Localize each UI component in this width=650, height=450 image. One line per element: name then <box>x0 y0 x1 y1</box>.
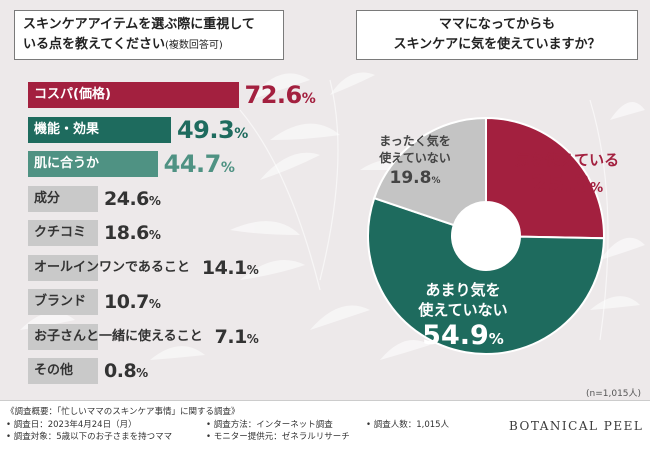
sample-size: (n=1,015人) <box>586 389 642 399</box>
bar-category-label: 成分 <box>34 190 61 206</box>
bar <box>28 220 98 246</box>
donut-slice-category: 気を使えている <box>514 151 620 169</box>
bar-value-label: 24.6% <box>104 187 161 210</box>
left-title-line1: スキンケアアイテムを選ぶ際に重視して <box>23 17 255 32</box>
donut-slice-category: 使えていない <box>379 151 451 165</box>
bar-category-label: 肌に合うか <box>34 156 100 171</box>
bar-value-label: 0.8% <box>104 360 148 382</box>
bar <box>28 185 98 212</box>
bar <box>28 358 98 384</box>
bar-category-label: お子さんと一緒に使えること <box>34 328 203 344</box>
survey-count: • 調査人数：1,015人 <box>366 420 450 430</box>
brand-logo: BOTANICAL PEEL <box>509 419 644 433</box>
left-title-line2: いる点を教えてください(複数回答可) <box>23 35 275 56</box>
bar-row: その他 0.8% <box>28 358 328 384</box>
bar <box>28 82 239 108</box>
survey-method: • 調査方法：インターネット調査 <box>206 420 333 430</box>
bar-value-label: 44.7% <box>163 150 235 178</box>
bar-value-label: 14.1% <box>201 256 259 279</box>
bar-value-label: 49.3% <box>176 115 248 144</box>
bar-row: 機能・効果 49.3% <box>28 115 328 144</box>
bar-row: 成分 24.6% <box>28 185 328 212</box>
donut-slice-value: 25.3% <box>530 170 604 198</box>
survey-title: 《調査概要：「忙しいママのスキンケア事情」に関する調査》 <box>6 407 240 417</box>
bar-row: コスパ(価格) 72.6% <box>28 82 328 108</box>
bar-category-label: 機能・効果 <box>34 121 100 137</box>
bar-category-label: コスパ(価格) <box>34 87 111 102</box>
donut-chart <box>367 116 605 355</box>
donut-hole <box>452 202 520 270</box>
right-title-line2: スキンケアに気を使えていますか？ <box>393 37 601 52</box>
donut-slice-label: まったく気を 使えていない 19.8% <box>355 133 475 192</box>
donut-slice-label: あまり気を使えていない 54.9% <box>398 280 528 355</box>
bar <box>28 116 171 143</box>
left-title-line2-text: いる点を教えてください <box>23 37 165 52</box>
bar-value-label: 7.1% <box>214 325 259 348</box>
donut-slice-value: 19.8% <box>389 168 441 188</box>
bar <box>28 254 98 281</box>
bar-category-label: オールインワンであること <box>34 259 190 275</box>
left-title-note: (複数回答可) <box>164 40 223 51</box>
leaf-background <box>20 72 645 360</box>
right-question-box: ママになってからも スキンケアに気を使えていますか？ <box>356 10 638 60</box>
survey-target: • 調査対象：5歳以下のお子さまを持つママ <box>6 432 173 442</box>
donut-slice-category: 使えていない <box>418 301 508 319</box>
bar-row: ブランド 10.7% <box>28 289 328 315</box>
donut-slice-category: まったく気を <box>379 134 451 148</box>
bar-row: 肌に合うか 44.7% <box>28 151 328 177</box>
bar-row: お子さんと一緒に使えること 7.1% <box>28 323 328 350</box>
bar <box>28 323 98 350</box>
bar <box>28 151 158 177</box>
donut-slice-category: あまり気を <box>425 281 501 299</box>
bar-value-label: 18.6% <box>104 222 161 244</box>
bar-value-label: 72.6% <box>244 81 316 109</box>
bar-value-label: 10.7% <box>104 291 161 313</box>
left-question-box: スキンケアアイテムを選ぶ際に重視して いる点を教えてください(複数回答可) <box>14 10 284 60</box>
bar-category-label: ブランド <box>34 294 87 309</box>
bar-row: オールインワンであること 14.1% <box>28 254 328 281</box>
donut-slice-value: 54.9% <box>422 320 504 351</box>
bar-category-label: その他 <box>34 363 74 378</box>
donut-slice-label: 気を使えている 25.3% <box>492 150 642 203</box>
bar-category-label: クチコミ <box>34 225 87 240</box>
footer: 《調査概要：「忙しいママのスキンケア事情」に関する調査》 • 調査日：2023年… <box>0 400 650 450</box>
survey-date: • 調査日：2023年4月24日（月） <box>6 420 137 430</box>
survey-monitor: • モニター提供元：ゼネラルリサーチ <box>206 432 350 442</box>
bar-row: クチコミ 18.6% <box>28 220 328 246</box>
right-title-line1: ママになってからも <box>438 17 556 32</box>
bar <box>28 289 98 315</box>
